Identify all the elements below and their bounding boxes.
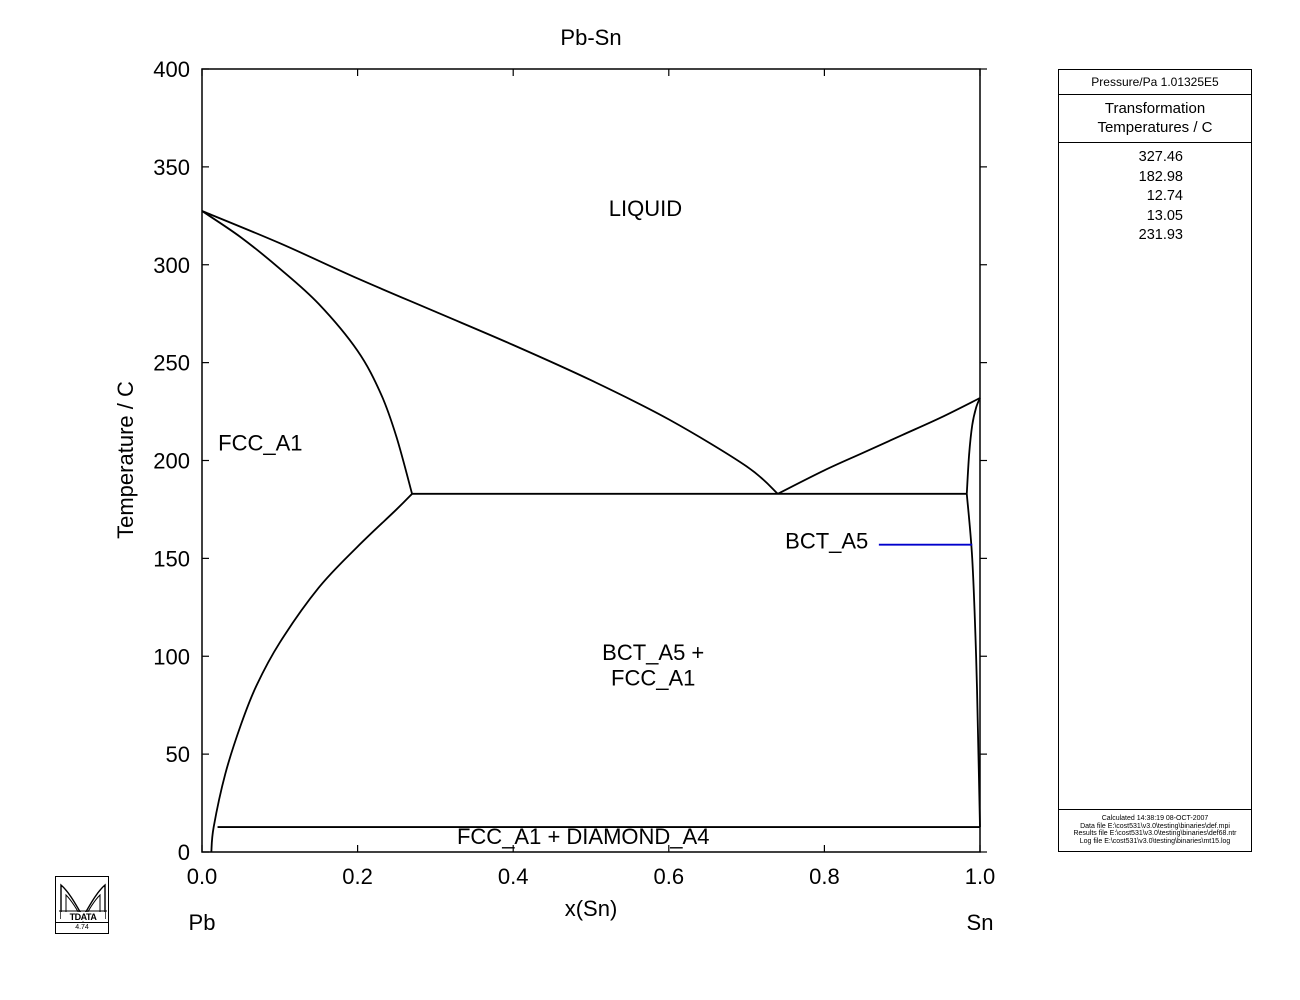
temperature-value: 12.74 xyxy=(1146,188,1183,204)
transformation-temperatures-heading: Transformation Temperatures / C xyxy=(1059,95,1251,143)
calculation-info-footer: Calculated 14:38:19 08-OCT-2007 Data fil… xyxy=(1059,809,1251,851)
phase-label: FCC_A1 xyxy=(611,666,695,691)
temperature-value: 231.93 xyxy=(1138,227,1183,243)
transformation-info-panel: Pressure/Pa 1.01325E5 Transformation Tem… xyxy=(1058,69,1252,852)
mtdata-logo-icon: TDATA xyxy=(59,883,107,923)
x-tick-label: 0.0 xyxy=(187,864,218,889)
x-end-label-left: Pb xyxy=(189,910,216,935)
svg-text:TDATA: TDATA xyxy=(70,912,98,922)
phase-boundary-line xyxy=(210,493,413,853)
phase-label: BCT_A5 + xyxy=(602,640,704,665)
temperature-value: 182.98 xyxy=(1138,168,1183,185)
temperature-value: 13.05 xyxy=(1146,207,1183,224)
phase-boundaries xyxy=(201,210,981,853)
pressure-readout: Pressure/Pa 1.01325E5 xyxy=(1059,70,1251,95)
data-file-path: Data file E:\cost531\v3.0\testing\binari… xyxy=(1080,822,1230,830)
x-tick-label: 0.8 xyxy=(809,864,840,889)
logo-version: 4.74 xyxy=(56,922,108,933)
phase-boundary-line xyxy=(965,397,981,494)
x-axis-label: x(Sn) xyxy=(565,896,618,921)
temperature-value: 327.46 xyxy=(1138,149,1183,165)
y-axis-label: Temperature / C xyxy=(113,381,138,539)
results-file-path: Results file E:\cost531\v3.0\testing\bin… xyxy=(1073,830,1237,837)
phase-label: FCC_A1 + DIAMOND_A4 xyxy=(457,824,709,849)
phase-label: FCC_A1 xyxy=(218,431,302,456)
x-tick-label: 1.0 xyxy=(965,864,996,889)
y-tick-label: 0 xyxy=(178,840,190,865)
log-file-path: Log file E:\cost531\v3.0\testing\binarie… xyxy=(1079,837,1231,845)
y-tick-label: 100 xyxy=(153,644,190,669)
chart-title: Pb-Sn xyxy=(560,25,621,50)
y-tick-label: 350 xyxy=(153,155,190,180)
phase-boundary-line xyxy=(201,210,779,495)
heading-line-1: Transformation xyxy=(1104,100,1206,117)
x-tick-label: 0.6 xyxy=(654,864,685,889)
phase-boundary-line xyxy=(777,397,981,495)
x-tick-label: 0.2 xyxy=(342,864,373,889)
phase-label: LIQUID xyxy=(609,196,682,221)
y-tick-label: 400 xyxy=(153,57,190,82)
x-tick-label: 0.4 xyxy=(498,864,529,889)
y-tick-label: 150 xyxy=(153,546,190,571)
phase-boundary-line xyxy=(201,210,413,495)
phase-boundary-line xyxy=(965,493,981,828)
y-tick-label: 50 xyxy=(166,742,190,767)
heading-line-2: Temperatures / C xyxy=(1097,119,1213,136)
mtdata-logo: TDATA 4.74 xyxy=(55,876,109,934)
y-tick-label: 300 xyxy=(153,253,190,278)
phase-label: BCT_A5 xyxy=(785,529,868,554)
plot-frame xyxy=(201,68,981,853)
calculated-timestamp: Calculated 14:38:19 08-OCT-2007 xyxy=(1101,815,1209,822)
temperature-list: 327.46 182.98 12.74 13.05 231.93 xyxy=(1059,148,1251,246)
x-end-label-right: Sn xyxy=(967,910,994,935)
y-tick-label: 200 xyxy=(153,449,190,474)
axes-layer: 0.0 0.2 0.4 0.6 0.8 1.0 0 50 100 150 200 250 300 350 4… xyxy=(153,57,995,889)
y-tick-label: 250 xyxy=(153,351,190,376)
